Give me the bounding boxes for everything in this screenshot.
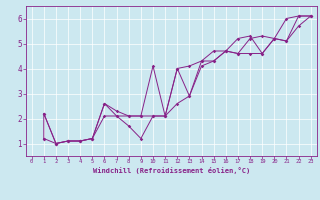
X-axis label: Windchill (Refroidissement éolien,°C): Windchill (Refroidissement éolien,°C)	[92, 167, 250, 174]
